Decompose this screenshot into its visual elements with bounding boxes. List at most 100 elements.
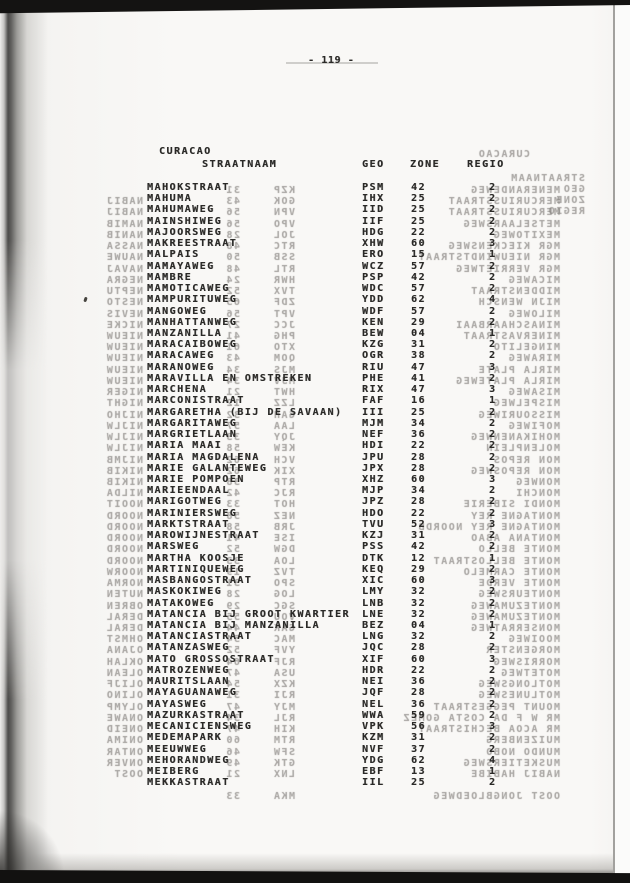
table-row: MAHOKSTRAAT PSM 42 2 (0, 182, 630, 193)
zone-cell: 62 (411, 294, 427, 306)
table-row: MEHORANDWEG YDG 62 4 (0, 755, 630, 766)
table-row: MARIEENDAAL MJP 34 2 (0, 485, 630, 496)
geo-code-cell: JPX (362, 462, 385, 474)
regio-cell: 2 (489, 530, 497, 542)
table-row: MARACAWEG OGR 38 2 (0, 350, 630, 361)
zone-cell: 57 (411, 260, 427, 272)
regio-cell: 2 (489, 406, 497, 418)
street-name-cell: MARIGOTWEG (147, 496, 223, 508)
geo-code-cell: KEQ (362, 563, 385, 575)
zone-cell: 37 (411, 743, 427, 755)
zone-cell: 60 (411, 653, 427, 665)
regio-cell: 3 (489, 361, 497, 373)
table-row: MATAKOWEG LNB 32 2 (0, 598, 630, 609)
street-name-cell: MAHOKSTRAAT (147, 182, 230, 193)
zone-cell: 31 (411, 530, 427, 542)
zone-cell: 29 (411, 316, 427, 328)
zone-cell: 28 (411, 642, 427, 654)
street-name-cell: MATO GROSSOSTRAAT (147, 653, 275, 665)
regio-cell: 2 (489, 732, 497, 744)
regio-cell: 1 (489, 327, 497, 339)
zone-cell: 57 (411, 283, 427, 295)
table-row: MARIE GALANTEWEG JPX 28 2 (0, 463, 630, 474)
street-name-cell: MEEUWWEG (147, 743, 208, 755)
regio-cell: 2 (489, 417, 497, 429)
regio-cell: 2 (489, 283, 497, 295)
street-name-cell: MAMPURITUWEG (147, 294, 238, 306)
regio-cell: 3 (489, 473, 497, 485)
zone-cell: 25 (411, 406, 427, 418)
table-row: MANZANILLA BEW 04 1 (0, 328, 630, 339)
geo-code-cell: XHW (362, 238, 385, 250)
zone-cell: 41 (411, 372, 427, 384)
street-name-cell: MARIE GALANTEWEG (147, 462, 268, 474)
zone-cell: 60 (411, 238, 427, 250)
table-row: MAINSHIWEG IIF 25 2 (0, 216, 630, 227)
table-row: MARCONISTRAAT FAF 16 1 (0, 395, 630, 406)
table-row: MAYASWEG NEL 36 2 (0, 699, 630, 710)
regio-cell: 2 (489, 215, 497, 227)
regio-cell: 2 (489, 451, 497, 463)
street-name-cell: MAMBRE (147, 271, 193, 283)
geo-code-cell: LNE (362, 608, 385, 620)
regio-cell: 2 (489, 563, 497, 575)
regio-cell: 2 (489, 182, 497, 193)
street-name-cell: MARCONISTRAAT (147, 395, 245, 407)
street-name-cell: MAZURKASTRAAT (147, 709, 245, 721)
geo-code-cell: YDG (362, 754, 385, 766)
column-header-zone: ZONE (410, 159, 441, 170)
regio-cell: 3 (489, 653, 497, 665)
table-title: CURACAO (159, 146, 212, 157)
regio-cell: 2 (489, 429, 497, 441)
regio-cell: 2 (489, 226, 497, 238)
geo-code-cell: HDR (362, 664, 385, 676)
regio-cell: 2 (489, 687, 497, 699)
zone-cell: 22 (411, 440, 427, 452)
street-name-cell: MARGARITAWEG (147, 417, 238, 429)
table-row: MEDEMAPARK KZM 31 2 (0, 732, 630, 743)
table-row: MARGARETHA (BIJ DE SAVAAN) III 25 2 (0, 407, 630, 418)
bottom-curl-shadow (0, 853, 630, 873)
zone-cell: 31 (411, 732, 427, 744)
regio-cell: 2 (489, 462, 497, 474)
geo-code-cell: YDD (362, 294, 385, 306)
regio-cell: 1 (489, 765, 497, 777)
geo-code-cell: BEZ (362, 619, 385, 631)
table-row: MARANOWEG RIU 47 3 (0, 362, 630, 373)
regio-cell: 1 (489, 395, 497, 407)
street-name-cell: MAHUMAWEG (147, 204, 215, 216)
geo-code-cell: IIL (362, 777, 385, 789)
zone-cell: 28 (411, 451, 427, 463)
street-name-cell: MATAKOWEG (147, 597, 215, 609)
table-row: MARINIERSWEG HDO 22 2 (0, 508, 630, 519)
table-row: MATROZENWEG HDR 22 2 (0, 665, 630, 676)
table-row: MECANICIENSWEG VPK 56 3 (0, 721, 630, 732)
table-row: MARIE POMPOEN XHZ 60 3 (0, 474, 630, 485)
street-name-cell: MAYAGUANAWEG (147, 687, 238, 699)
zone-cell: 22 (411, 226, 427, 238)
geo-code-cell: RIX (362, 384, 385, 396)
regio-cell: 1 (489, 552, 497, 564)
table-row: MEKKASTRAAT IIL 25 2 (0, 777, 630, 788)
table-row: MAROWIJNESTRAAT KZJ 31 2 (0, 530, 630, 541)
regio-cell: 2 (489, 440, 497, 452)
zone-cell: 47 (411, 361, 427, 373)
zone-cell: 42 (411, 271, 427, 283)
street-name-cell: MARANOWEG (147, 361, 215, 373)
street-name-cell: MAHUMA (147, 193, 193, 205)
regio-cell: 2 (489, 631, 497, 643)
geo-code-cell: PSS (362, 541, 385, 553)
zone-cell: 56 (411, 721, 427, 733)
table-row: MAMPURITUWEG YDD 62 4 (0, 294, 630, 305)
zone-cell: 60 (411, 473, 427, 485)
table-row: MATO GROSSOSTRAAT XIF 60 3 (0, 654, 630, 665)
regio-cell: 3 (489, 238, 497, 250)
regio-cell: 1 (489, 619, 497, 631)
column-header-regio: REGIO (467, 159, 505, 170)
regio-cell: 2 (489, 642, 497, 654)
table-row: MANHATTANWEG KEN 29 2 (0, 317, 630, 328)
table-row: MASKOKIWEG LMY 32 2 (0, 586, 630, 597)
table-row: MAURITSLAAN NEI 36 2 (0, 676, 630, 687)
